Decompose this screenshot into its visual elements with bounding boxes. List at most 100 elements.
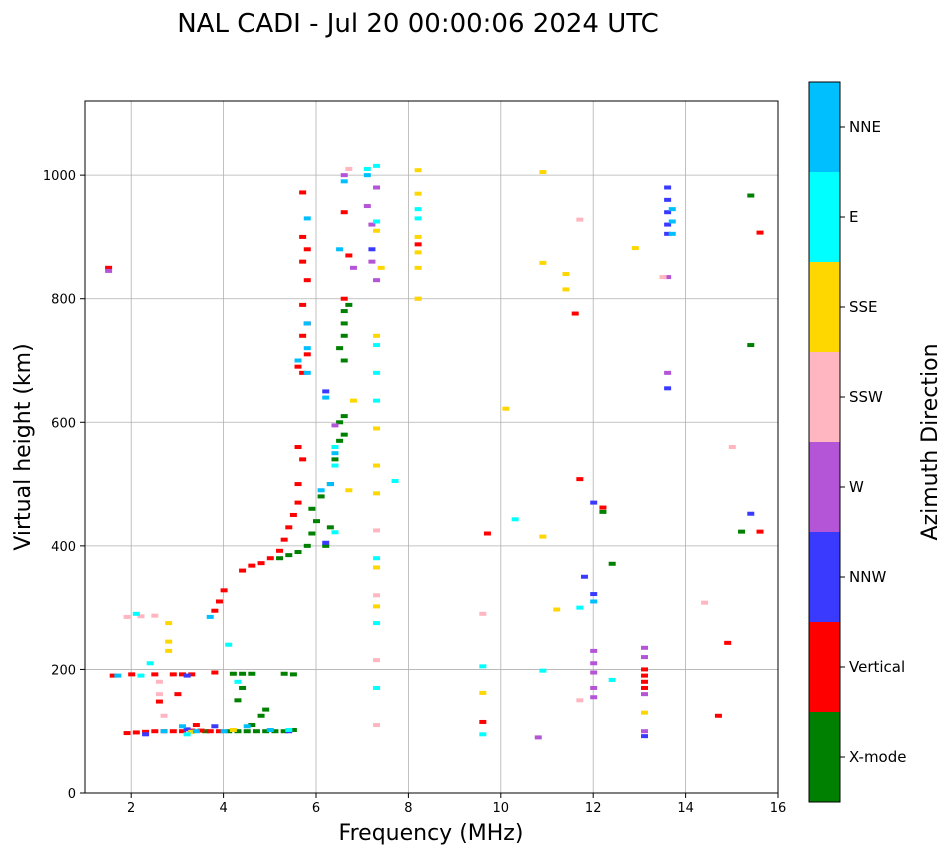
echo-point-e (539, 668, 547, 673)
echo-point-e (132, 611, 140, 616)
echo-point-vertical (299, 259, 307, 264)
echo-point-ssw (123, 614, 131, 619)
echo-point-ssw (155, 692, 163, 697)
echo-point-sse (414, 265, 422, 270)
echo-point-w (590, 670, 598, 675)
echo-point-x-mode (202, 729, 210, 734)
echo-point-e (285, 727, 293, 732)
echo-point-x-mode (308, 531, 316, 536)
echo-point-nne (668, 207, 676, 212)
echo-point-nne (179, 724, 187, 729)
echo-point-ssw (345, 166, 353, 171)
echo-point-x-mode (234, 698, 242, 703)
echo-point-nnw (183, 727, 191, 732)
echo-point-sse (562, 272, 570, 276)
y-tick-label: 200 (51, 663, 76, 678)
echo-point-vertical (105, 265, 113, 270)
echo-point-vertical (123, 731, 131, 736)
echo-point-vertical (192, 723, 200, 728)
colorbar-label: SSW (849, 388, 883, 406)
echo-point-vertical (215, 599, 223, 604)
echo-point-w (373, 278, 381, 283)
echo-point-sse (414, 234, 422, 239)
echo-point-ssw (576, 217, 584, 222)
echo-point-x-mode (747, 343, 755, 348)
y-tick-label: 400 (51, 540, 76, 555)
echo-point-nne (331, 451, 339, 456)
echo-point-w (340, 173, 348, 178)
echo-point-nne (303, 321, 311, 326)
echo-point-vertical (294, 445, 302, 449)
echo-point-w (368, 259, 376, 264)
echo-point-vertical (169, 729, 177, 734)
echo-point-x-mode (608, 561, 616, 566)
y-axis-label: Virtual height (km) (11, 343, 36, 550)
echo-point-ssw (151, 613, 159, 618)
echo-point-sse (373, 333, 381, 338)
echo-point-x-mode (340, 309, 348, 314)
echo-point-vertical (414, 242, 422, 247)
echo-point-vertical (303, 278, 311, 283)
echo-point-vertical (576, 477, 584, 482)
echo-point-e (576, 605, 584, 610)
echo-point-sse (165, 621, 173, 626)
echo-point-vertical (479, 719, 487, 724)
echo-point-e (479, 664, 487, 669)
echo-point-e (373, 621, 381, 626)
echo-point-nne (336, 247, 344, 252)
echo-point-sse (631, 246, 639, 251)
x-tick-label: 6 (312, 801, 320, 816)
echo-point-vertical (641, 685, 649, 690)
echo-point-x-mode (239, 671, 247, 676)
echo-point-nnw (664, 386, 672, 391)
colorbar-frame (808, 81, 841, 803)
colorbar-segment-nnw (809, 532, 840, 622)
echo-point-nne (363, 173, 371, 178)
echo-point-x-mode (234, 729, 242, 734)
echo-point-nnw (368, 247, 376, 252)
echo-point-x-mode (285, 553, 293, 558)
echo-point-nne (303, 370, 311, 375)
echo-point-w (641, 692, 649, 697)
x-tick-label: 12 (585, 801, 602, 816)
echo-point-nne (590, 599, 598, 604)
echo-point-ssw (576, 698, 584, 703)
echo-point-e (183, 732, 191, 737)
echo-point-e (414, 216, 422, 221)
echo-point-nne (340, 179, 348, 184)
echo-point-x-mode (262, 707, 270, 712)
echo-point-nnw (664, 222, 672, 227)
echo-point-x-mode (340, 414, 348, 419)
echo-point-w (664, 370, 672, 375)
echo-point-vertical (211, 670, 219, 675)
echo-point-vertical (299, 457, 307, 462)
echo-point-sse (539, 260, 547, 265)
echo-point-nnw (211, 724, 219, 729)
echo-point-ssw (728, 445, 736, 449)
echo-point-w (590, 695, 598, 700)
echo-point-nne (303, 216, 311, 221)
echo-point-sse (229, 727, 237, 732)
echo-point-vertical (299, 302, 307, 307)
echo-point-nne (294, 358, 302, 363)
echo-point-x-mode (289, 727, 297, 732)
echo-point-x-mode (599, 509, 607, 514)
echo-point-x-mode (303, 543, 311, 548)
echo-point-vertical (151, 729, 159, 734)
echo-point-vertical (174, 692, 182, 697)
echo-point-w (641, 655, 649, 660)
x-tick-label: 8 (404, 801, 412, 816)
echo-point-x-mode (326, 525, 334, 530)
echo-point-vertical (248, 563, 256, 568)
echo-point-x-mode (239, 685, 247, 690)
x-tick-label: 4 (219, 801, 227, 816)
echo-point-x-mode (340, 321, 348, 326)
echo-point-x-mode (229, 671, 237, 676)
echo-point-vertical (151, 672, 159, 677)
echo-point-e (331, 463, 339, 468)
echo-point-vertical (303, 352, 311, 357)
echo-point-nnw (580, 574, 588, 579)
echo-point-vertical (299, 234, 307, 239)
echo-point-sse (553, 607, 561, 612)
